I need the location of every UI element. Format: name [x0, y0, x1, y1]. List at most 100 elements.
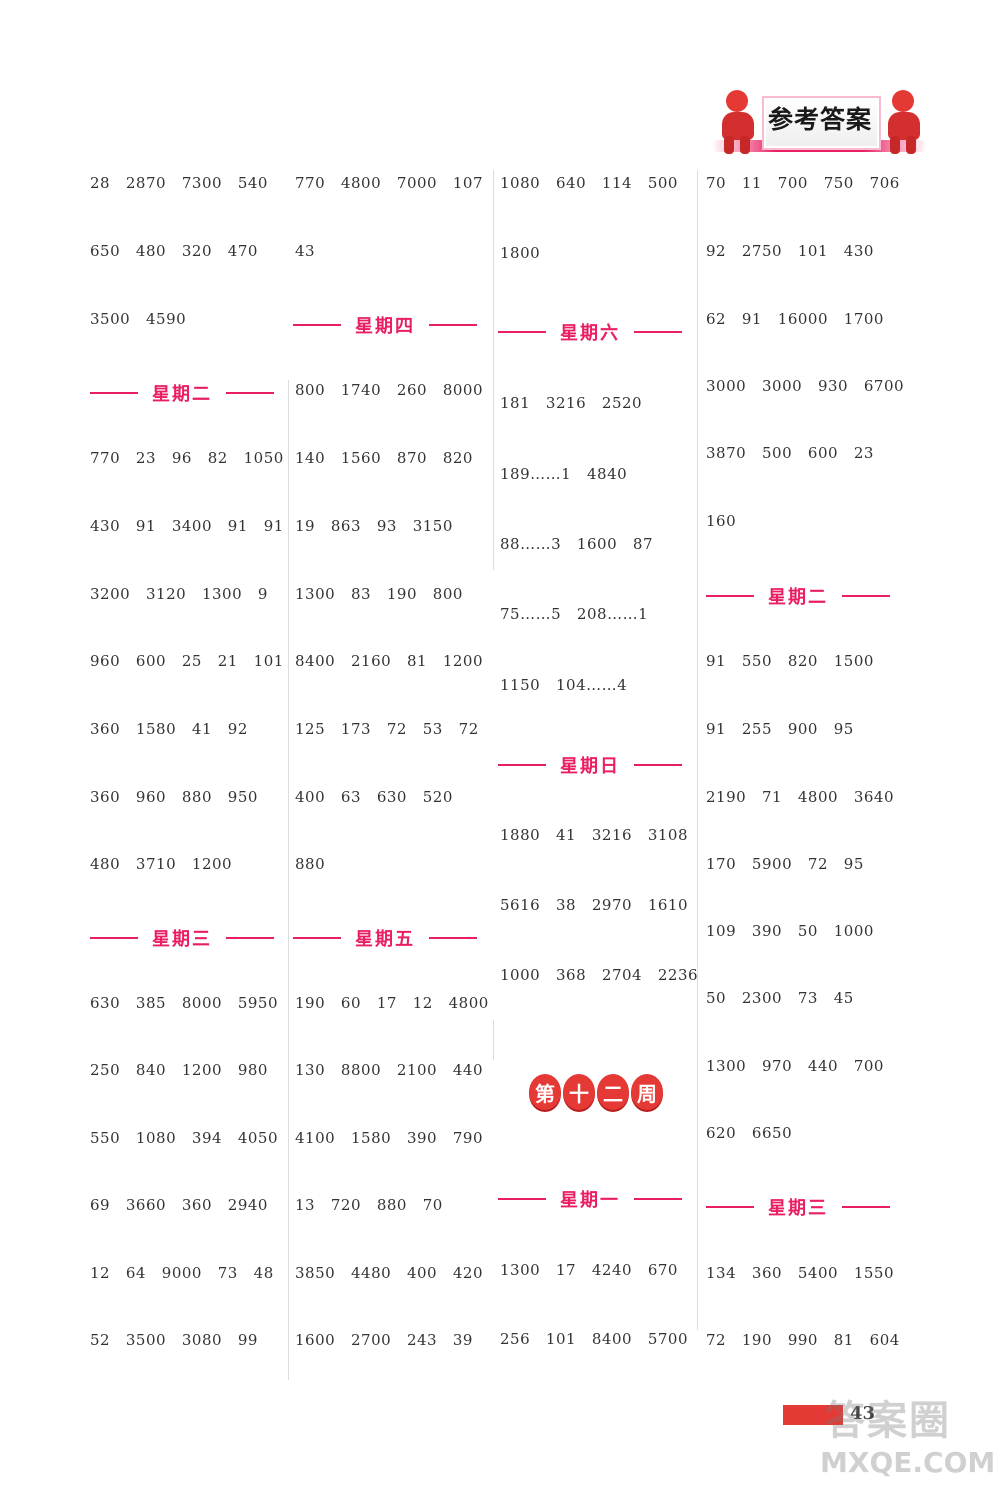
page-number: 43 — [850, 1403, 876, 1424]
day-label: 星期日 — [560, 756, 620, 777]
heading-rule — [429, 324, 477, 326]
answer-line: 125 173 72 53 72 — [295, 720, 479, 738]
day-label: 星期三 — [768, 1198, 828, 1219]
answer-line: 3200 3120 1300 9 — [90, 585, 268, 603]
answer-line: 770 23 96 82 1050 — [90, 449, 284, 467]
answer-line: 250 840 1200 980 — [90, 1061, 268, 1079]
day-label: 星期四 — [355, 316, 415, 337]
footer-bar — [783, 1405, 843, 1425]
answer-line: 630 385 8000 5950 — [90, 994, 279, 1012]
day-heading: 星期六 — [498, 320, 682, 344]
day-heading: 星期三 — [90, 926, 274, 950]
answer-line: 1080 640 114 500 — [500, 174, 678, 192]
heading-rule — [90, 392, 138, 394]
answer-line: 92 2750 101 430 — [706, 242, 874, 260]
answer-line: 3870 500 600 23 — [706, 444, 874, 462]
answer-line: 19 863 93 3150 — [295, 517, 453, 535]
answer-line: 3850 4480 400 420 — [295, 1264, 484, 1282]
answer-line: 480 3710 1200 — [90, 855, 233, 873]
answer-line: 1150 104……4 — [500, 676, 628, 694]
answer-line: 256 101 8400 5700 — [500, 1330, 689, 1348]
answer-line: 550 1080 394 4050 — [90, 1129, 279, 1147]
heading-rule — [90, 937, 138, 939]
heading-rule — [706, 1206, 754, 1208]
answer-line: 88……3 1600 87 — [500, 535, 653, 553]
answer-line: 4100 1580 390 790 — [295, 1129, 484, 1147]
answer-line: 960 600 25 21 101 — [90, 652, 284, 670]
cartoon-figure-left — [718, 90, 758, 154]
answer-line: 69 3660 360 2940 — [90, 1196, 268, 1214]
week-badge-char: 二 — [597, 1074, 629, 1110]
heading-rule — [706, 595, 754, 597]
page-title: 参考答案 — [767, 105, 872, 134]
heading-rule — [293, 937, 341, 939]
heading-rule — [226, 392, 274, 394]
day-label: 星期三 — [152, 929, 212, 950]
answer-line: 360 960 880 950 — [90, 788, 258, 806]
answer-key-header: 参考答案 — [712, 88, 927, 162]
answer-line: 1600 2700 243 39 — [295, 1331, 473, 1349]
answer-line: 62 91 16000 1700 — [706, 310, 884, 328]
answer-line: 8400 2160 81 1200 — [295, 652, 484, 670]
answer-line: 75……5 208……1 — [500, 605, 649, 623]
answer-line: 130 8800 2100 440 — [295, 1061, 484, 1079]
answer-line: 109 390 50 1000 — [706, 922, 874, 940]
day-heading: 星期二 — [706, 584, 890, 608]
week-badge-char: 周 — [631, 1074, 663, 1110]
answer-line: 1300 83 190 800 — [295, 585, 463, 603]
watermark-url: MXQE.COM — [820, 1446, 996, 1479]
answer-line: 650 480 320 470 — [90, 242, 258, 260]
answer-line: 3000 3000 930 6700 — [706, 377, 905, 395]
week-badge: 第 十 二 周 — [529, 1074, 663, 1114]
column-separator — [288, 380, 289, 1380]
answer-line: 91 255 900 95 — [706, 720, 854, 738]
day-label: 星期二 — [152, 384, 212, 405]
answer-line: 72 190 990 81 604 — [706, 1331, 900, 1349]
answer-line: 880 — [295, 855, 326, 873]
heading-rule — [498, 1198, 546, 1200]
answer-line: 190 60 17 12 4800 — [295, 994, 489, 1012]
column-separator — [493, 170, 494, 570]
answer-line: 91 550 820 1500 — [706, 652, 874, 670]
day-heading: 星期一 — [498, 1187, 682, 1211]
answer-line: 50 2300 73 45 — [706, 989, 854, 1007]
day-label: 星期五 — [355, 929, 415, 950]
column-separator — [697, 170, 698, 1330]
answer-line: 5616 38 2970 1610 — [500, 896, 689, 914]
answer-line: 160 — [706, 512, 737, 530]
heading-rule — [498, 764, 546, 766]
cartoon-figure-right — [884, 90, 924, 154]
answer-line: 43 — [295, 242, 316, 260]
heading-rule — [293, 324, 341, 326]
day-label: 星期二 — [768, 587, 828, 608]
heading-rule — [498, 331, 546, 333]
answer-line: 1300 970 440 700 — [706, 1057, 884, 1075]
heading-rule — [842, 1206, 890, 1208]
heading-rule — [634, 764, 682, 766]
heading-rule — [634, 331, 682, 333]
answer-line: 430 91 3400 91 91 — [90, 517, 284, 535]
answer-line: 1880 41 3216 3108 — [500, 826, 689, 844]
answer-line: 70 11 700 750 706 — [706, 174, 900, 192]
column-separator — [493, 1020, 494, 1060]
watermark-logo: 答案圈 — [825, 1398, 951, 1444]
day-heading: 星期四 — [293, 313, 477, 337]
week-badge-char: 十 — [563, 1074, 595, 1110]
answer-line: 620 6650 — [706, 1124, 793, 1142]
answer-line: 170 5900 72 95 — [706, 855, 864, 873]
answer-line: 134 360 5400 1550 — [706, 1264, 895, 1282]
answer-line: 360 1580 41 92 — [90, 720, 248, 738]
answer-line: 1300 17 4240 670 — [500, 1261, 678, 1279]
header-board — [762, 96, 881, 150]
answer-line: 189……1 4840 — [500, 465, 628, 483]
answer-line: 400 63 630 520 — [295, 788, 453, 806]
answer-line: 52 3500 3080 99 — [90, 1331, 258, 1349]
day-heading: 星期三 — [706, 1195, 890, 1219]
answer-line: 800 1740 260 8000 — [295, 381, 484, 399]
week-badge-char: 第 — [529, 1074, 561, 1110]
heading-rule — [842, 595, 890, 597]
heading-rule — [634, 1198, 682, 1200]
answer-line: 13 720 880 70 — [295, 1196, 443, 1214]
day-heading: 星期五 — [293, 926, 477, 950]
answer-line: 12 64 9000 73 48 — [90, 1264, 274, 1282]
